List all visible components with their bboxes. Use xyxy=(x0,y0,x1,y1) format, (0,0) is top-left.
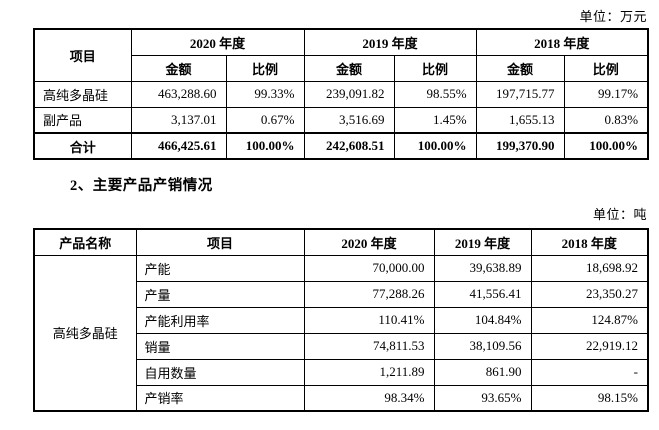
value-2020: 98.34% xyxy=(303,384,435,412)
table-row: 销量 74,811.53 38,109.56 22,919.12 xyxy=(34,332,649,360)
production-sales-table: 产品名称 项目 2020 年度 2019 年度 2018 年度 高纯多晶硅 产能… xyxy=(33,228,649,412)
value-2020: 70,000.00 xyxy=(303,254,435,282)
ratio-2018: 99.17% xyxy=(563,80,649,108)
row-label: 产能利用率 xyxy=(135,306,305,334)
value-2020: 74,811.53 xyxy=(303,332,435,360)
ratio-2018: 0.83% xyxy=(563,106,649,134)
header-item: 项目 xyxy=(33,28,132,82)
amount-2020: 463,288.60 xyxy=(130,80,227,108)
value-2019: 93.65% xyxy=(433,384,532,412)
value-2018: - xyxy=(530,358,649,386)
table-row: 高纯多晶硅 产能 70,000.00 39,638.89 18,698.92 xyxy=(33,254,649,412)
ratio-2020: 100.00% xyxy=(225,132,305,160)
table-header-row: 产品名称 项目 2020 年度 2019 年度 2018 年度 xyxy=(33,228,649,256)
header-year-2019: 2019 年度 xyxy=(433,228,532,256)
value-2018: 22,919.12 xyxy=(530,332,649,360)
header-year-2019: 2019 年度 xyxy=(303,28,477,56)
header-year-2018: 2018 年度 xyxy=(530,228,649,256)
header-ratio: 比例 xyxy=(225,54,305,82)
header-amount: 金额 xyxy=(475,54,565,82)
table-row: 产销率 98.34% 93.65% 98.15% xyxy=(34,384,649,412)
table-row: 副产品 3,137.01 0.67% 3,516.69 1.45% 1,655.… xyxy=(33,106,649,134)
amount-2019: 242,608.51 xyxy=(303,132,395,160)
amount-2018: 199,370.90 xyxy=(475,132,565,160)
value-2019: 861.90 xyxy=(433,358,532,386)
ratio-2019: 100.00% xyxy=(393,132,477,160)
value-2019: 41,556.41 xyxy=(433,280,532,308)
row-label: 自用数量 xyxy=(135,358,305,386)
value-2018: 98.15% xyxy=(530,384,649,412)
section-heading: 2、主要产品产销情况 xyxy=(70,178,213,194)
row-label: 产量 xyxy=(135,280,305,308)
header-amount: 金额 xyxy=(130,54,227,82)
ratio-2018: 100.00% xyxy=(563,132,649,160)
row-label: 销量 xyxy=(135,332,305,360)
table-header-row: 项目 2020 年度 2019 年度 2018 年度 xyxy=(33,28,649,82)
amount-2020: 466,425.61 xyxy=(130,132,227,160)
unit-label-wan-yuan: 单位：万元 xyxy=(579,9,647,24)
header-year-2020: 2020 年度 xyxy=(130,28,305,56)
amount-2019: 239,091.82 xyxy=(303,80,395,108)
value-2019: 38,109.56 xyxy=(433,332,532,360)
value-2020: 1,211.89 xyxy=(303,358,435,386)
header-ratio: 比例 xyxy=(393,54,477,82)
amount-2020: 3,137.01 xyxy=(130,106,227,134)
ratio-2019: 1.45% xyxy=(393,106,477,134)
product-name-cell: 高纯多晶硅 xyxy=(33,254,137,412)
amount-2018: 1,655.13 xyxy=(475,106,565,134)
value-2020: 110.41% xyxy=(303,306,435,334)
row-label: 副产品 xyxy=(33,106,132,134)
header-item: 项目 xyxy=(135,228,305,256)
total-row: 合计 466,425.61 100.00% 242,608.51 100.00%… xyxy=(33,132,649,160)
ratio-2020: 99.33% xyxy=(225,80,305,108)
value-2018: 23,350.27 xyxy=(530,280,649,308)
table-row: 高纯多晶硅 463,288.60 99.33% 239,091.82 98.55… xyxy=(33,80,649,108)
row-label: 高纯多晶硅 xyxy=(33,80,132,108)
table-subheader-row: 金额 比例 金额 比例 金额 比例 xyxy=(34,54,649,82)
table-row: 自用数量 1,211.89 861.90 - xyxy=(34,358,649,386)
value-2018: 18,698.92 xyxy=(530,254,649,282)
ratio-2019: 98.55% xyxy=(393,80,477,108)
header-product-name: 产品名称 xyxy=(33,228,137,256)
value-2019: 104.84% xyxy=(433,306,532,334)
header-amount: 金额 xyxy=(303,54,395,82)
revenue-composition-table: 项目 2020 年度 2019 年度 2018 年度 金额 比例 金额 比例 金… xyxy=(33,28,650,160)
amount-2018: 197,715.77 xyxy=(475,80,565,108)
row-label: 产能 xyxy=(135,254,305,282)
table-row: 产能利用率 110.41% 104.84% 124.87% xyxy=(34,306,649,334)
amount-2019: 3,516.69 xyxy=(303,106,395,134)
value-2019: 39,638.89 xyxy=(433,254,532,282)
value-2020: 77,288.26 xyxy=(303,280,435,308)
header-year-2020: 2020 年度 xyxy=(303,228,435,256)
table-row: 产量 77,288.26 41,556.41 23,350.27 xyxy=(34,280,649,308)
ratio-2020: 0.67% xyxy=(225,106,305,134)
row-label-total: 合计 xyxy=(33,132,132,160)
header-ratio: 比例 xyxy=(563,54,649,82)
row-label: 产销率 xyxy=(135,384,305,412)
value-2018: 124.87% xyxy=(530,306,649,334)
unit-label-ton: 单位：吨 xyxy=(592,207,647,222)
header-year-2018: 2018 年度 xyxy=(475,28,649,56)
